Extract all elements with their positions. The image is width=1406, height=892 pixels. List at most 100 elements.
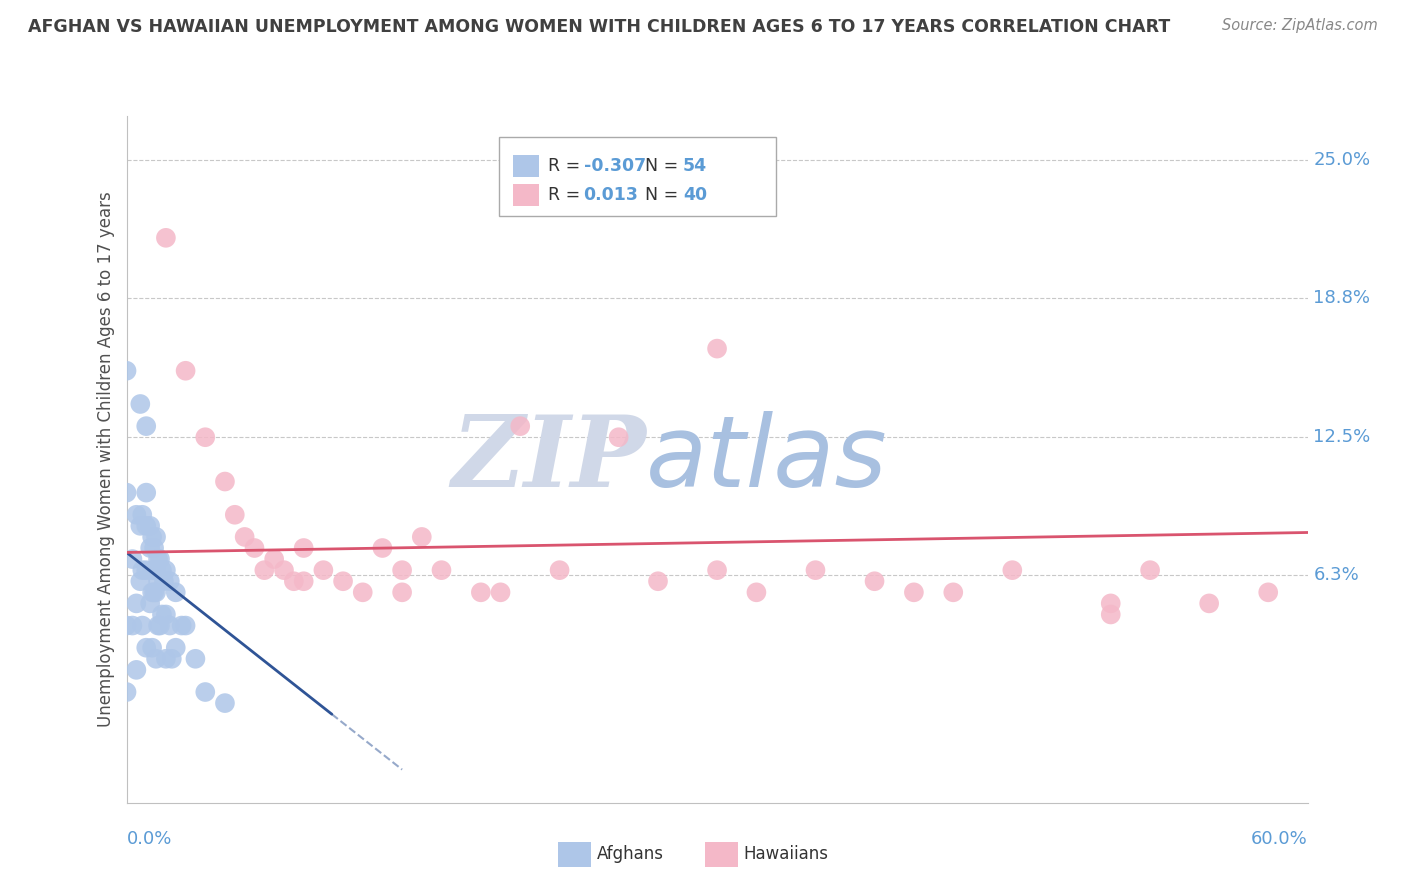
Point (115, 485, 138, 500)
Point (1099, 596, 1122, 610)
Point (942, 585, 965, 599)
Point (121, 552, 143, 566)
Point (1001, 563, 1024, 577)
Point (509, 419, 531, 434)
Point (159, 574, 181, 589)
Point (1139, 563, 1161, 577)
Point (273, 563, 295, 577)
Point (647, 574, 669, 589)
Point (146, 618, 169, 632)
Y-axis label: Unemployment Among Women with Children Ages 6 to 17 years: Unemployment Among Women with Children A… (97, 192, 115, 727)
Point (155, 231, 177, 245)
Point (745, 585, 768, 599)
Point (391, 585, 413, 599)
Point (145, 563, 167, 577)
Text: 12.5%: 12.5% (1313, 428, 1371, 446)
Point (170, 618, 193, 632)
Point (150, 563, 173, 577)
Point (141, 563, 163, 577)
Point (352, 585, 374, 599)
Point (233, 530, 256, 544)
FancyBboxPatch shape (513, 184, 538, 206)
Point (706, 563, 728, 577)
Text: 40: 40 (683, 186, 707, 204)
Point (150, 607, 173, 622)
Point (903, 585, 925, 599)
Point (149, 618, 172, 632)
Point (149, 552, 172, 566)
Text: 6.3%: 6.3% (1313, 566, 1360, 583)
Point (129, 519, 152, 533)
Point (292, 541, 315, 555)
Point (214, 475, 236, 489)
Text: R =: R = (548, 186, 586, 204)
Point (283, 574, 305, 589)
Text: Hawaiians: Hawaiians (742, 846, 828, 863)
Point (145, 585, 167, 599)
Point (165, 585, 187, 599)
Point (706, 342, 728, 356)
Point (411, 530, 433, 544)
Point (135, 419, 157, 434)
Point (184, 652, 207, 666)
Point (371, 541, 394, 555)
Point (489, 585, 512, 599)
Point (1099, 607, 1122, 622)
Point (135, 485, 157, 500)
Text: Source: ZipAtlas.com: Source: ZipAtlas.com (1222, 18, 1378, 33)
Point (131, 563, 153, 577)
Point (129, 574, 152, 589)
FancyBboxPatch shape (513, 155, 538, 178)
Point (607, 430, 630, 444)
Point (135, 563, 157, 577)
FancyBboxPatch shape (499, 136, 776, 216)
Point (1257, 585, 1279, 599)
Point (165, 640, 187, 655)
Point (145, 652, 167, 666)
Point (141, 585, 163, 599)
FancyBboxPatch shape (706, 842, 738, 867)
Point (804, 563, 827, 577)
Point (155, 607, 177, 622)
Point (125, 596, 148, 610)
Point (160, 652, 183, 666)
Point (430, 563, 453, 577)
Point (121, 618, 143, 632)
FancyBboxPatch shape (558, 842, 591, 867)
Point (263, 552, 285, 566)
Point (174, 364, 197, 378)
Point (174, 618, 197, 632)
Text: 54: 54 (683, 157, 707, 175)
Point (548, 563, 571, 577)
Point (146, 574, 169, 589)
Point (332, 574, 354, 589)
Point (141, 530, 163, 544)
Text: -0.307: -0.307 (583, 157, 645, 175)
Point (214, 696, 236, 710)
Point (139, 541, 162, 555)
Point (135, 519, 157, 533)
Point (131, 618, 153, 632)
Point (153, 574, 176, 589)
Point (194, 685, 217, 699)
Point (292, 574, 315, 589)
Point (143, 541, 166, 555)
Point (146, 552, 169, 566)
Point (391, 563, 413, 577)
Point (143, 585, 166, 599)
Point (131, 508, 153, 522)
Point (115, 364, 138, 378)
Text: 0.0%: 0.0% (127, 830, 172, 848)
Text: R =: R = (548, 157, 586, 175)
Point (224, 508, 246, 522)
Point (135, 640, 157, 655)
Text: 0.013: 0.013 (583, 186, 638, 204)
Point (129, 397, 152, 411)
Point (145, 530, 167, 544)
Text: 25.0%: 25.0% (1313, 152, 1371, 169)
Point (1198, 596, 1220, 610)
Text: Afghans: Afghans (596, 846, 664, 863)
Point (863, 574, 886, 589)
Point (194, 430, 217, 444)
Point (139, 519, 162, 533)
